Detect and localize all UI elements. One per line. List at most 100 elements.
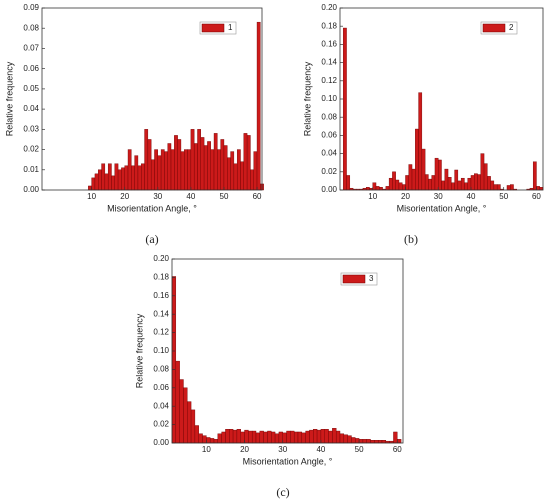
bar <box>223 145 228 191</box>
bar <box>207 141 211 191</box>
bar <box>157 155 162 191</box>
x-tick-label: 60 <box>253 192 262 201</box>
bar <box>114 163 119 191</box>
bar <box>202 435 207 444</box>
x-tick-label: 20 <box>120 192 129 201</box>
bar <box>418 92 423 191</box>
bar <box>332 428 337 444</box>
bar <box>198 433 203 444</box>
y-tick-label: 0.16 <box>153 291 169 300</box>
bar <box>297 431 303 444</box>
bar <box>167 143 172 191</box>
y-axis-label: Relative frequency <box>4 61 14 136</box>
bar <box>190 409 196 444</box>
plot-frame <box>171 258 404 444</box>
bar <box>490 180 495 191</box>
bar <box>244 429 249 444</box>
x-tick-label: 40 <box>467 192 476 201</box>
bar <box>480 153 485 191</box>
x-tick-label: 10 <box>202 445 211 454</box>
bar <box>365 187 370 191</box>
bar <box>454 169 459 191</box>
bar <box>434 157 439 191</box>
bar <box>379 187 383 191</box>
bar <box>441 180 445 191</box>
y-tick-label: 0.18 <box>321 21 337 30</box>
bar <box>536 186 540 191</box>
bar <box>444 168 449 191</box>
bar <box>286 430 291 444</box>
bar <box>121 167 125 191</box>
bar <box>203 145 208 191</box>
y-tick-label: 0.09 <box>23 3 39 12</box>
bar <box>375 186 380 191</box>
bar <box>493 184 498 191</box>
y-tick-label: 0.12 <box>153 328 169 337</box>
x-tick-label: 50 <box>220 192 229 201</box>
bar <box>381 440 387 444</box>
bar <box>107 163 112 191</box>
bar <box>457 180 462 191</box>
bar <box>251 430 257 444</box>
bar <box>313 429 318 444</box>
bar <box>316 429 322 444</box>
bar <box>377 440 383 444</box>
bar <box>431 175 436 191</box>
x-axis-label: Misorientation Angle, ° <box>397 203 487 213</box>
bar <box>402 184 406 191</box>
bar <box>255 432 261 444</box>
legend-box <box>340 272 378 286</box>
bar <box>309 429 314 444</box>
legend-label: 3 <box>369 274 374 283</box>
bar <box>393 431 398 444</box>
bar <box>154 149 158 191</box>
bar <box>240 431 245 444</box>
legend-swatch <box>482 23 506 33</box>
bar <box>324 429 329 444</box>
y-tick-label: 0.20 <box>153 254 169 263</box>
bar <box>335 430 341 444</box>
bar <box>210 149 215 191</box>
bar <box>451 182 455 191</box>
bar <box>190 129 195 191</box>
bar <box>421 148 426 191</box>
x-tick-label: 20 <box>240 445 249 454</box>
bar <box>240 161 245 191</box>
legend-swatch <box>342 274 366 284</box>
bar <box>227 157 231 191</box>
bar <box>183 387 188 444</box>
bar <box>220 139 225 191</box>
bar <box>385 186 390 191</box>
bar <box>487 176 491 191</box>
bar <box>290 430 295 444</box>
bar <box>171 276 177 444</box>
bar <box>236 429 241 444</box>
bar <box>236 149 241 191</box>
bar <box>230 151 235 191</box>
bar <box>411 168 416 191</box>
y-tick-label: 0.00 <box>153 438 169 447</box>
bar <box>127 149 132 191</box>
bar <box>282 432 287 444</box>
bar <box>392 171 396 191</box>
y-tick-label: 0.04 <box>321 149 337 158</box>
bar <box>483 163 488 191</box>
bar <box>305 430 310 444</box>
bar <box>187 401 192 444</box>
bar <box>470 175 475 191</box>
bar <box>174 135 178 191</box>
bar <box>320 429 325 444</box>
bar <box>111 175 115 191</box>
y-axis-label: Relative frequency <box>134 313 144 388</box>
bar <box>506 185 511 191</box>
bar <box>464 182 468 191</box>
legend-box <box>480 21 518 35</box>
bar <box>213 439 219 444</box>
bar <box>177 139 182 191</box>
bar <box>170 149 175 191</box>
x-tick-label: 30 <box>278 445 287 454</box>
bar <box>343 434 348 444</box>
bar <box>347 435 352 444</box>
bar <box>134 155 139 191</box>
